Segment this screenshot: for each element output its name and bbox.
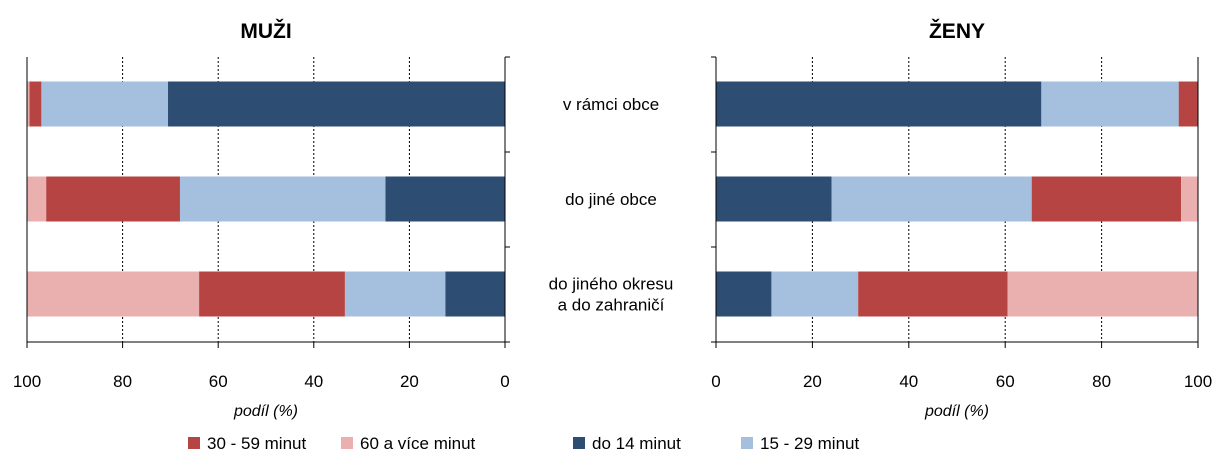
legend-label: 15 - 29 minut bbox=[760, 434, 859, 453]
left-bar-segment bbox=[344, 271, 446, 317]
right-x-tick-label: 0 bbox=[711, 372, 720, 391]
right-bar-segment bbox=[858, 271, 1008, 317]
right-bar-segment bbox=[831, 176, 1032, 222]
left-chart-title: MUŽI bbox=[240, 19, 291, 43]
legend-swatch bbox=[341, 437, 353, 449]
left-x-tick-label: 100 bbox=[13, 372, 41, 391]
legend-swatch bbox=[573, 437, 585, 449]
legend-label: 60 a více minut bbox=[360, 434, 476, 453]
right-x-tick-label: 40 bbox=[899, 372, 918, 391]
left-x-tick-label: 40 bbox=[304, 372, 323, 391]
category-label: do jiného okresu bbox=[549, 275, 674, 294]
left-x-axis-label: podíl (%) bbox=[233, 403, 298, 420]
right-bar-segment bbox=[1031, 176, 1182, 222]
right-x-axis-label: podíl (%) bbox=[924, 403, 989, 420]
right-plot-area: 0 20 40 60 80 100 bbox=[711, 56, 1212, 391]
left-x-tick-label: 80 bbox=[113, 372, 132, 391]
left-x-tick-label: 60 bbox=[209, 372, 228, 391]
left-bar-segment bbox=[27, 271, 200, 317]
right-bar-segment bbox=[716, 176, 832, 222]
category-label: v rámci obce bbox=[563, 95, 659, 114]
left-bar-segment bbox=[41, 81, 169, 127]
legend: 30 - 59 minut 60 a více minut do 14 minut 1… bbox=[188, 434, 859, 453]
right-x-tick-label: 20 bbox=[803, 372, 822, 391]
left-bar-segment bbox=[168, 81, 505, 127]
right-bar-segment bbox=[1041, 81, 1179, 127]
right-bar-segment bbox=[1007, 271, 1198, 317]
left-plot-area: 0 20 40 60 80 100 bbox=[13, 56, 510, 391]
left-bar-segment bbox=[199, 271, 345, 317]
right-bar-segment bbox=[771, 271, 859, 317]
left-bar-segment bbox=[385, 176, 505, 222]
left-bar-segment bbox=[179, 176, 386, 222]
left-bar-segment bbox=[445, 271, 505, 317]
right-x-tick-label: 60 bbox=[996, 372, 1015, 391]
right-bar-segment bbox=[716, 81, 1042, 127]
right-bar-segment bbox=[1181, 176, 1198, 222]
right-bar-segment bbox=[1178, 81, 1198, 127]
right-chart-title: ŽENY bbox=[929, 19, 985, 43]
right-x-tick-label: 100 bbox=[1184, 372, 1212, 391]
legend-swatch bbox=[741, 437, 753, 449]
left-x-tick-label: 0 bbox=[500, 372, 509, 391]
left-bar-segment bbox=[46, 176, 180, 222]
left-bar-segment bbox=[27, 81, 30, 127]
right-x-tick-label: 80 bbox=[1092, 372, 1111, 391]
left-bar-segment bbox=[29, 81, 42, 127]
legend-label: do 14 minut bbox=[592, 434, 681, 453]
category-label: a do zahraničí bbox=[558, 296, 665, 315]
left-bar-segment bbox=[27, 176, 47, 222]
legend-label: 30 - 59 minut bbox=[207, 434, 306, 453]
left-x-tick-label: 20 bbox=[400, 372, 419, 391]
right-bar-segment bbox=[716, 271, 772, 317]
legend-swatch bbox=[188, 437, 200, 449]
category-labels: v rámci obce do jiné obce do jiného okresu… bbox=[549, 95, 674, 315]
category-label: do jiné obce bbox=[565, 190, 657, 209]
